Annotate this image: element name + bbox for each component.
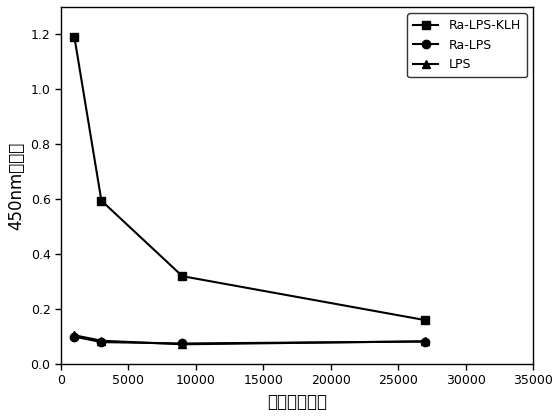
Legend: Ra-LPS-KLH, Ra-LPS, LPS: Ra-LPS-KLH, Ra-LPS, LPS [407,13,527,77]
Ra-LPS [71,334,78,339]
Ra-LPS [179,341,186,346]
LPS [422,339,428,344]
Ra-LPS-KLH [71,35,78,40]
Ra-LPS [422,339,428,344]
Line: LPS: LPS [70,331,430,349]
Line: Ra-LPS-KLH: Ra-LPS-KLH [70,33,430,324]
LPS [179,342,186,347]
Y-axis label: 450nm吸光値: 450nm吸光値 [7,141,25,229]
Ra-LPS-KLH [98,198,105,203]
Line: Ra-LPS: Ra-LPS [70,332,430,348]
Ra-LPS [98,339,105,344]
X-axis label: 血清稀释倍数: 血清稀释倍数 [267,393,327,411]
Ra-LPS-KLH [179,274,186,279]
Ra-LPS-KLH [422,318,428,323]
LPS [98,338,105,343]
LPS [71,333,78,338]
